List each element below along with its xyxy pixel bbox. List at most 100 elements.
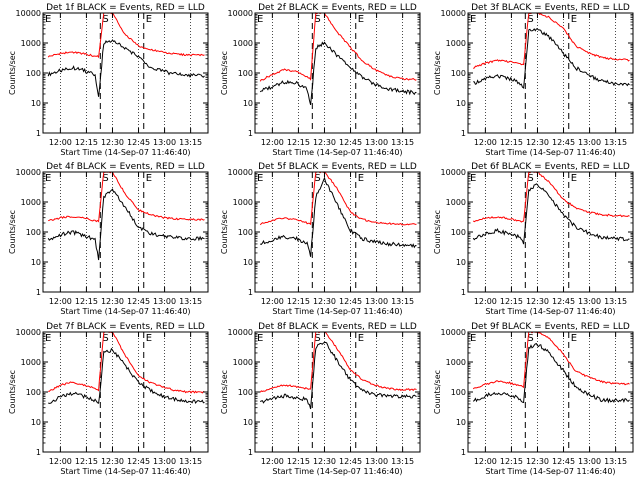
x-tick-label: 13:15: [604, 138, 627, 147]
y-axis-label: Counts/sec: [433, 370, 442, 414]
y-tick-label: 1: [461, 288, 466, 297]
y-tick-label: 1000: [233, 358, 253, 367]
y-tick-label: 10000: [16, 168, 41, 177]
y-tick-label: 100: [451, 388, 466, 397]
x-tick-label: 12:00: [261, 297, 284, 306]
y-tick-label: 10: [456, 418, 466, 427]
events-series-line: [47, 188, 205, 261]
interval-marker-label: E: [358, 173, 364, 184]
y-tick-label: 10000: [441, 328, 466, 337]
x-tick-label: 12:15: [75, 457, 98, 466]
x-axis-label: Start Time (14-Sep-07 11:46:40): [485, 467, 615, 476]
events-series-line: [260, 176, 417, 257]
lld-series-line: [259, 171, 417, 226]
y-tick-label: 10: [31, 99, 41, 108]
x-tick-label: 13:00: [365, 138, 388, 147]
x-tick-label: 12:15: [287, 297, 310, 306]
plot-frame: [467, 171, 634, 293]
y-tick-label: 100: [26, 388, 41, 397]
y-axis-label: Counts/sec: [220, 51, 229, 95]
x-axis-label: Start Time (14-Sep-07 11:46:40): [272, 307, 402, 316]
x-tick-label: 13:15: [391, 297, 414, 306]
x-tick-label: 12:45: [339, 297, 362, 306]
y-tick-label: 1: [36, 129, 41, 138]
y-tick-label: 1000: [21, 358, 41, 367]
x-tick-label: 12:45: [339, 138, 362, 147]
y-tick-label: 10000: [441, 9, 466, 18]
x-tick-label: 12:30: [526, 138, 549, 147]
y-tick-label: 10: [456, 258, 466, 267]
y-axis-label: Counts/sec: [220, 210, 229, 254]
lld-series-line: [48, 331, 205, 394]
y-tick-label: 10000: [16, 328, 41, 337]
interval-marker-label: E: [571, 173, 577, 184]
y-tick-label: 1: [248, 288, 253, 297]
x-tick-label: 12:45: [552, 297, 575, 306]
panel-title: Det 6f BLACK = Events, RED = LLD: [471, 162, 630, 172]
events-series-line: [472, 183, 630, 245]
y-tick-label: 10: [456, 99, 466, 108]
events-series-line: [259, 341, 417, 410]
y-tick-label: 1000: [21, 198, 41, 207]
interval-marker-label: S: [314, 14, 320, 25]
x-tick-label: 13:00: [578, 297, 601, 306]
interval-marker-label: E: [257, 14, 263, 25]
y-tick-label: 10: [31, 258, 41, 267]
x-tick-label: 12:00: [474, 138, 497, 147]
y-axis-label: Counts/sec: [8, 51, 17, 95]
x-tick-label: 12:30: [101, 138, 124, 147]
x-tick-label: 12:45: [339, 457, 362, 466]
plot-frame: [467, 12, 634, 134]
y-tick-label: 10000: [228, 328, 253, 337]
x-tick-label: 12:30: [526, 457, 549, 466]
y-tick-label: 10000: [228, 9, 253, 18]
y-tick-label: 100: [238, 228, 253, 237]
x-tick-label: 12:45: [552, 138, 575, 147]
x-tick-label: 12:15: [287, 457, 310, 466]
x-tick-label: 12:00: [474, 297, 497, 306]
x-tick-label: 12:15: [500, 297, 523, 306]
x-tick-label: 12:15: [500, 457, 523, 466]
y-tick-label: 1: [248, 448, 253, 457]
x-tick-label: 13:15: [179, 138, 202, 147]
y-tick-label: 1: [36, 288, 41, 297]
events-series-line: [47, 347, 205, 405]
panel-title: Det 7f BLACK = Events, RED = LLD: [46, 322, 205, 332]
y-axis-label: Counts/sec: [8, 210, 17, 254]
x-tick-label: 13:00: [578, 138, 601, 147]
interval-marker-label: E: [257, 333, 263, 344]
plot-frame: [42, 12, 209, 134]
interval-marker-label: E: [45, 173, 51, 184]
y-tick-label: 1000: [233, 198, 253, 207]
y-tick-label: 1000: [446, 198, 466, 207]
y-tick-label: 1000: [21, 39, 41, 48]
y-axis-label: Counts/sec: [8, 370, 17, 414]
x-tick-label: 12:15: [75, 138, 98, 147]
interval-marker-label: E: [146, 14, 152, 25]
interval-marker-label: E: [45, 14, 51, 25]
x-tick-label: 13:15: [604, 457, 627, 466]
interval-marker-label: S: [527, 14, 533, 25]
y-tick-label: 100: [26, 228, 41, 237]
x-axis-label: Start Time (14-Sep-07 11:46:40): [485, 307, 615, 316]
y-tick-label: 10000: [16, 9, 41, 18]
y-tick-label: 100: [238, 388, 253, 397]
panel-title: Det 5f BLACK = Events, RED = LLD: [258, 162, 417, 172]
x-tick-label: 13:15: [391, 138, 414, 147]
interval-marker-label: E: [470, 333, 476, 344]
x-tick-label: 12:15: [500, 138, 523, 147]
panel-title: Det 8f BLACK = Events, RED = LLD: [258, 322, 417, 332]
x-tick-label: 12:00: [474, 457, 497, 466]
x-tick-label: 12:45: [127, 297, 150, 306]
x-tick-label: 12:30: [526, 297, 549, 306]
plot-frame: [467, 331, 634, 453]
y-tick-label: 1000: [446, 39, 466, 48]
lld-series-line: [472, 171, 630, 223]
y-tick-label: 1: [461, 129, 466, 138]
y-tick-label: 10: [243, 418, 253, 427]
events-series-line: [47, 39, 205, 97]
panel-title: Det 4f BLACK = Events, RED = LLD: [46, 162, 205, 172]
x-tick-label: 13:00: [578, 457, 601, 466]
